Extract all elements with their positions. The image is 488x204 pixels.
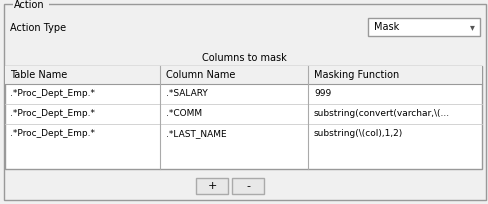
Text: Column Name: Column Name bbox=[166, 70, 235, 80]
Bar bbox=[5, 66, 482, 84]
Bar bbox=[196, 178, 228, 194]
Text: Columns to mask: Columns to mask bbox=[202, 53, 286, 63]
Text: +: + bbox=[207, 181, 217, 191]
Bar bbox=[368, 18, 480, 36]
Text: Masking Function: Masking Function bbox=[314, 70, 399, 80]
Text: Table Name: Table Name bbox=[10, 70, 67, 80]
Text: .*COMM: .*COMM bbox=[166, 110, 202, 119]
Bar bbox=[232, 178, 264, 194]
Text: substring(convert(varchar,\(...: substring(convert(varchar,\(... bbox=[314, 110, 450, 119]
Text: Action: Action bbox=[14, 0, 44, 10]
Text: ▾: ▾ bbox=[469, 22, 474, 32]
Text: Action Type: Action Type bbox=[10, 23, 66, 33]
Text: .*LAST_NAME: .*LAST_NAME bbox=[166, 130, 226, 139]
Text: -: - bbox=[246, 181, 250, 191]
Text: 999: 999 bbox=[314, 90, 331, 99]
Text: .*Proc_Dept_Emp.*: .*Proc_Dept_Emp.* bbox=[10, 110, 95, 119]
Text: substring(\(col),1,2): substring(\(col),1,2) bbox=[314, 130, 403, 139]
Bar bbox=[5, 66, 482, 169]
Text: .*SALARY: .*SALARY bbox=[166, 90, 208, 99]
Text: .*Proc_Dept_Emp.*: .*Proc_Dept_Emp.* bbox=[10, 90, 95, 99]
Text: .*Proc_Dept_Emp.*: .*Proc_Dept_Emp.* bbox=[10, 130, 95, 139]
Bar bbox=[13, 0, 49, 10]
Text: Mask: Mask bbox=[374, 22, 399, 32]
